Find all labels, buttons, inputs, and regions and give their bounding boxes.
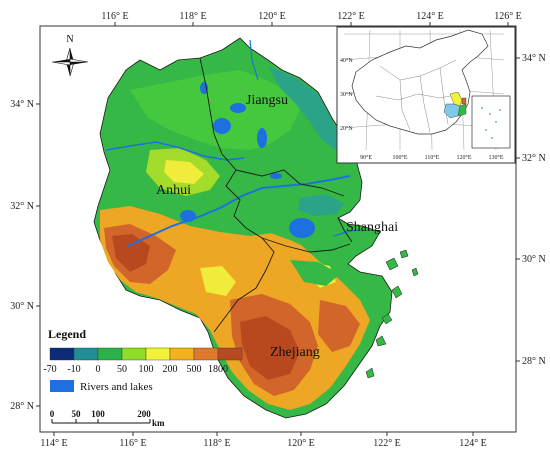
province-border (199, 57, 275, 333)
lon-label-bottom: 116° E (119, 438, 146, 449)
inset-study-region (461, 97, 467, 105)
scale-tick-label: 200 (137, 409, 151, 419)
lat-label-right: 32° N (522, 153, 546, 164)
hill-zone (164, 160, 204, 184)
legend-tick-label: 0 (96, 364, 101, 375)
lon-label-top: 126° E (494, 11, 522, 22)
lat-label-left: 30° N (10, 301, 34, 312)
river (105, 141, 245, 161)
legend-tick-label: 200 (163, 364, 178, 375)
inset-lon-label: 120°E (456, 154, 471, 161)
legend-color-swatch (193, 347, 219, 361)
lon-label-top: 124° E (416, 11, 444, 22)
legend-color-swatch (217, 347, 243, 361)
legend-tick-label: 50 (117, 364, 127, 375)
inset-map: 90°E 100°E 110°E 120°E 130°E 40°N 30°N 2… (336, 26, 516, 164)
inset-lat-label: 30°N (340, 91, 353, 98)
inset-province-lines (375, 59, 461, 133)
valley-zone (200, 266, 236, 296)
river (333, 229, 359, 237)
lat-label-left: 28° N (10, 401, 34, 412)
legend-color-swatch (145, 347, 171, 361)
lake (230, 103, 246, 113)
lon-label-bottom: 118° E (203, 438, 230, 449)
plain-band (130, 70, 300, 150)
scale-tick-label: 100 (91, 409, 105, 419)
inset-lat-label: 20°N (340, 125, 353, 132)
legend-tick-label: 500 (187, 364, 202, 375)
inset-lon-label: 110°E (425, 154, 440, 161)
inset-lon-label: 130°E (488, 154, 503, 161)
lake (289, 218, 315, 238)
lon-label-bottom: 120° E (287, 438, 315, 449)
legend: Legend -70 -10 0 50 100 200 500 1800 Rivers and… (43, 327, 243, 393)
peak-zone (240, 316, 300, 380)
province-border (235, 169, 345, 197)
scale-bar: 0 50 100 200 km (50, 409, 165, 428)
region-label-shanghai: Shanghai (346, 220, 398, 235)
water-swatch (50, 380, 74, 392)
region-label-zhejiang: Zhejiang (270, 345, 320, 360)
north-label: N (66, 34, 73, 45)
lake (270, 173, 282, 179)
lake (257, 128, 267, 148)
lon-label-bottom: 122° E (373, 438, 401, 449)
lat-label-left: 34° N (10, 99, 34, 110)
legend-tick-label: -10 (67, 364, 80, 375)
scale-tick-label: 0 (50, 409, 55, 419)
region-label-jiangsu: Jiangsu (246, 93, 288, 108)
water-legend-label: Rivers and lakes (80, 381, 153, 393)
inset-sea-islands (481, 107, 501, 139)
inset-lat-label: 40°N (340, 57, 353, 64)
inset-study-region (457, 103, 467, 117)
river (127, 175, 351, 247)
lat-label-right: 28° N (522, 356, 546, 367)
high-mountain-zone (318, 300, 360, 352)
coastal-lowland (298, 194, 344, 216)
legend-title: Legend (48, 327, 86, 341)
legend-tick-label: 100 (139, 364, 154, 375)
coastal-lowland (268, 66, 344, 150)
frame-ticks (36, 22, 520, 436)
coastal-islands (365, 249, 419, 379)
north-arrow-icon: N (51, 34, 89, 77)
delta-plain (290, 260, 340, 286)
peak-zone (112, 234, 150, 272)
lat-label-right: 30° N (522, 254, 546, 265)
delta-plain (200, 190, 370, 256)
legend-tick-label: -70 (43, 364, 56, 375)
scale-tick-label: 50 (72, 409, 82, 419)
inset-lon-label: 100°E (392, 154, 407, 161)
legend-tick-labels: -70 -10 0 50 100 200 500 1800 (43, 364, 228, 375)
lake (213, 118, 231, 134)
lat-label-right: 34° N (522, 53, 546, 64)
inset-south-china-sea-box (471, 95, 511, 149)
legend-color-swatch (97, 347, 123, 361)
province-border (261, 237, 351, 253)
region-label-anhui: Anhui (156, 183, 191, 198)
lon-label-bottom: 114° E (40, 438, 67, 449)
legend-color-swatch (73, 347, 99, 361)
study-area (93, 37, 419, 419)
legend-color-swatch (49, 347, 75, 361)
lon-label-top: 120° E (258, 11, 286, 22)
lon-label-top: 118° E (179, 11, 206, 22)
lon-label-bottom: 124° E (459, 438, 487, 449)
scale-unit: km (152, 418, 165, 428)
river (249, 39, 259, 81)
legend-tick-label: 1800 (208, 364, 228, 375)
province-border (337, 217, 353, 243)
inset-study-region (449, 91, 463, 107)
lon-label-top: 122° E (337, 11, 365, 22)
lon-label-top: 116° E (101, 11, 128, 22)
legend-color-swatch (169, 347, 195, 361)
legend-color-bar (49, 347, 243, 361)
lat-label-left: 32° N (10, 201, 34, 212)
inset-lon-label: 90°E (360, 154, 372, 161)
legend-color-swatch (121, 347, 147, 361)
